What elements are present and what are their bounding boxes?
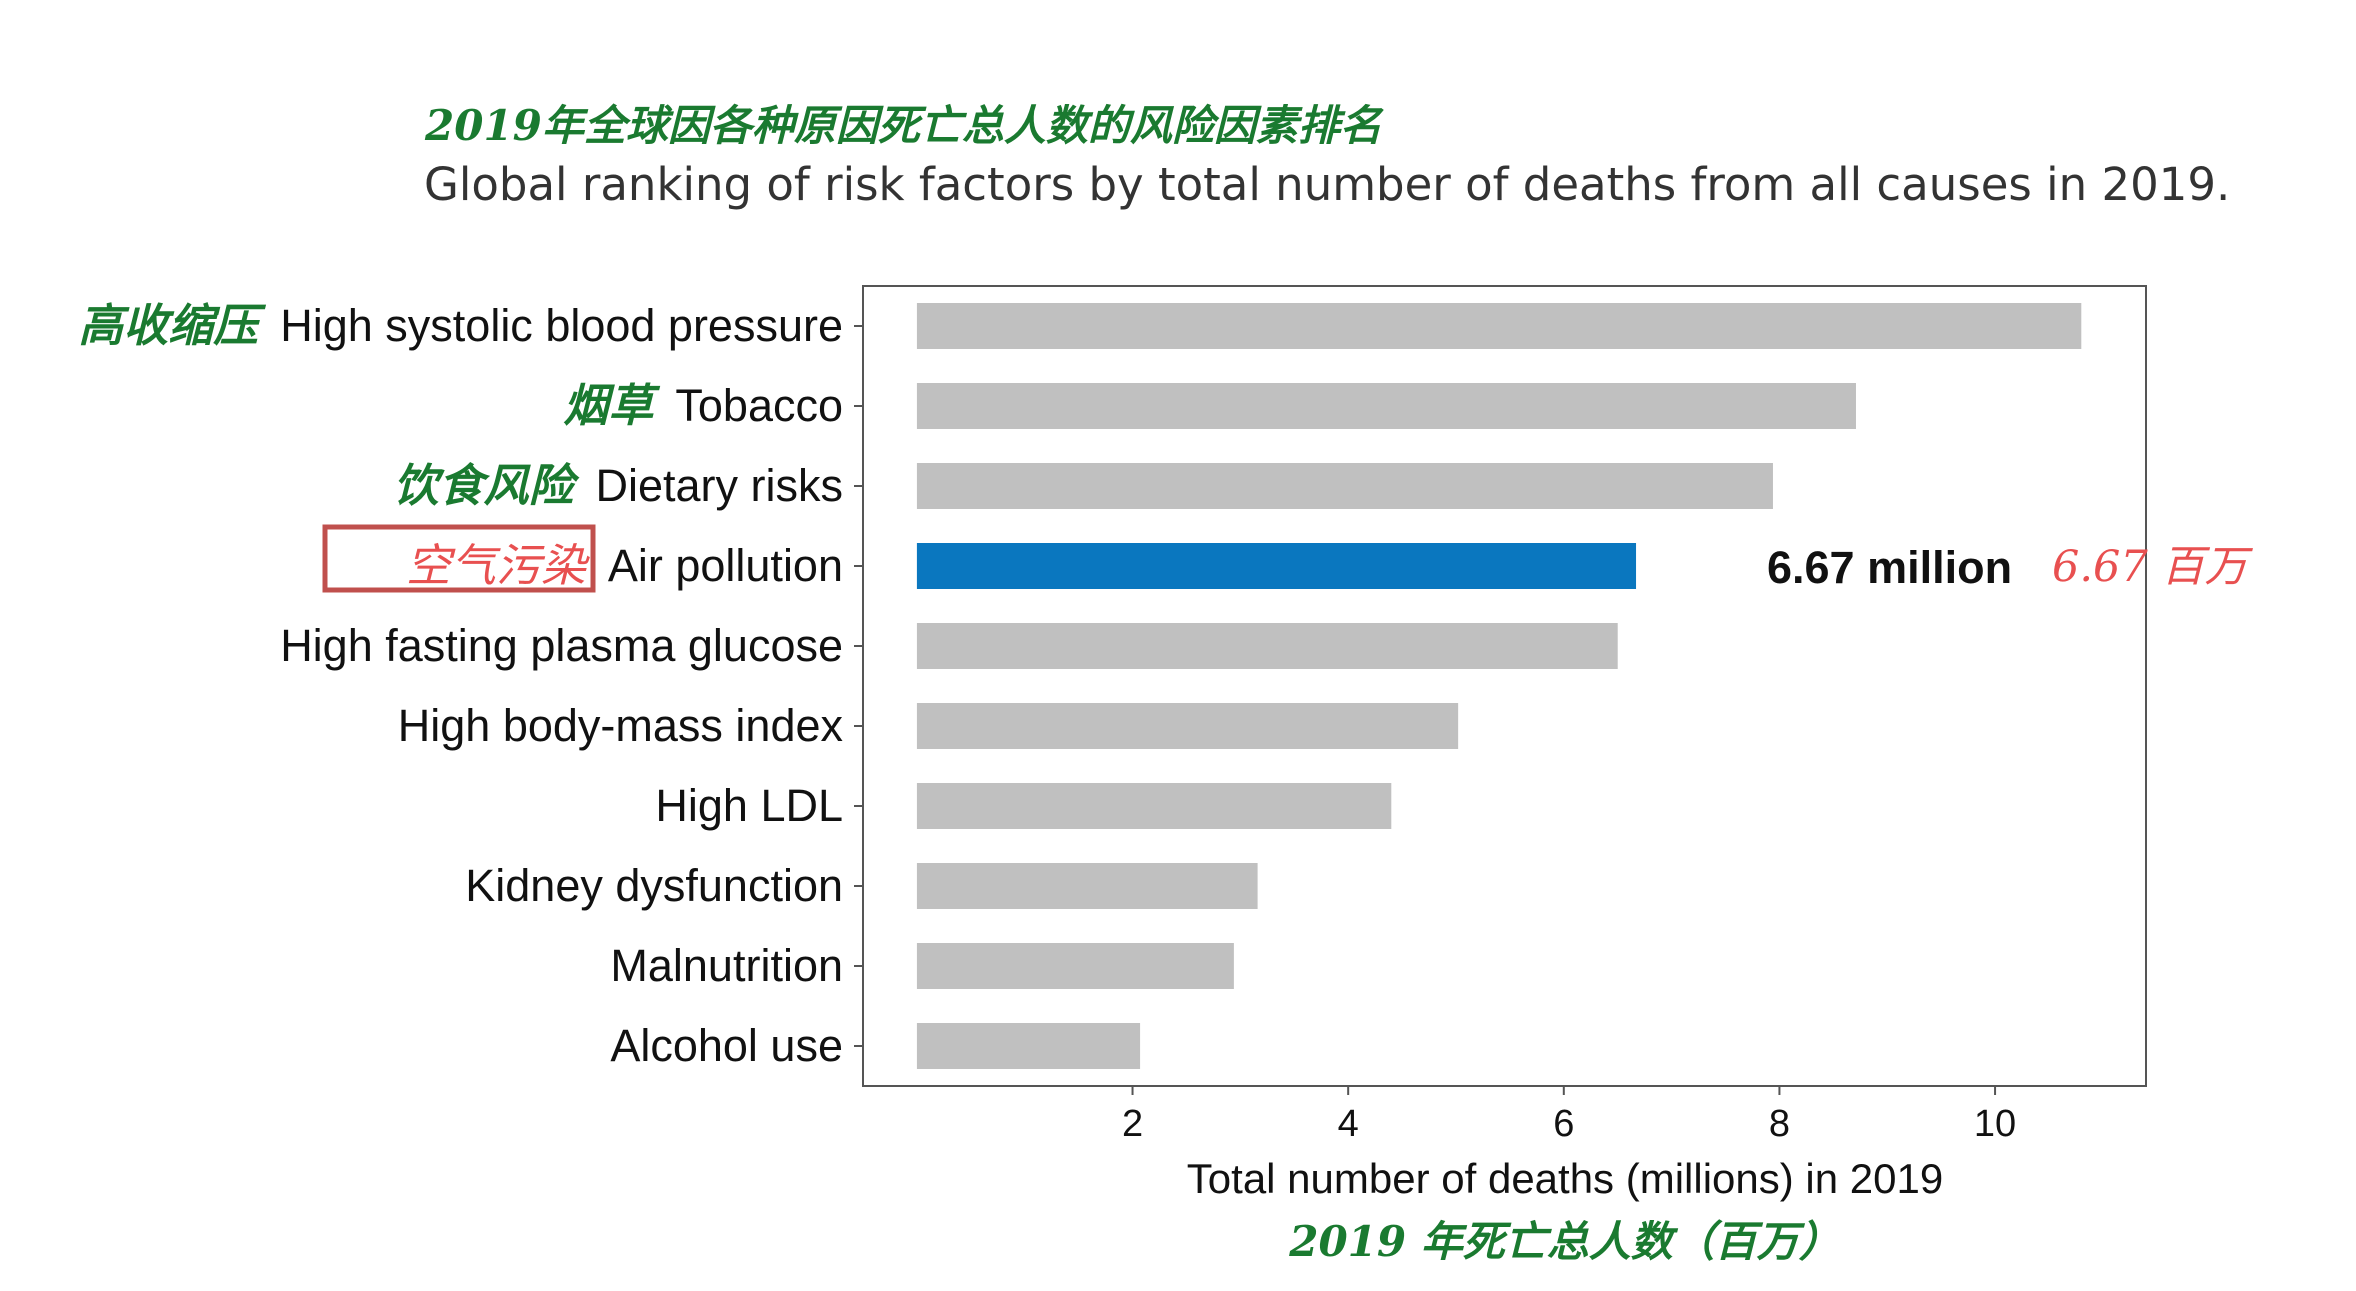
category-label-cn-3: 空气污染 (406, 539, 590, 592)
category-label-4: High fasting plasma glucose (280, 620, 843, 671)
category-label-7: Kidney dysfunction (465, 860, 843, 911)
bar-6 (916, 783, 1392, 829)
category-label-cn-2: 饮食风险 (393, 459, 580, 512)
x-tick-label-3: 8 (1769, 1103, 1790, 1145)
x-tick-label-1: 4 (1338, 1103, 1359, 1145)
x-axis-label-cn: 2019 年死亡总人数（百万） (1288, 1217, 1841, 1266)
category-label-6: High LDL (655, 780, 843, 831)
category-label-8: Malnutrition (610, 940, 843, 991)
bar-4 (916, 623, 1618, 669)
x-tick-label-4: 10 (1974, 1103, 2016, 1145)
bar-7 (916, 863, 1258, 909)
bar-8 (916, 943, 1234, 989)
category-label-0: High systolic blood pressure (280, 300, 843, 351)
category-label-1: Tobacco (675, 380, 843, 431)
bar-5 (916, 703, 1459, 749)
x-axis-label: Total number of deaths (millions) in 201… (1187, 1155, 1943, 1202)
category-label-3: Air pollution (608, 540, 843, 591)
category-label-cn-0: 高收缩压 (78, 299, 266, 352)
x-tick-label-2: 6 (1553, 1103, 1574, 1145)
chart-title-en: Global ranking of risk factors by total … (424, 158, 2231, 211)
bar-2 (916, 463, 1773, 509)
bar-0 (916, 303, 2082, 349)
x-tick-label-0: 2 (1122, 1103, 1143, 1145)
category-label-9: Alcohol use (610, 1020, 843, 1071)
category-label-5: High body-mass index (398, 700, 844, 751)
bar-3 (916, 543, 1637, 589)
highlight-value-label-cn: 6.67 百万 (2052, 542, 2253, 592)
bar-1 (916, 383, 1856, 429)
category-label-2: Dietary risks (595, 460, 843, 511)
plot-frame (862, 285, 2147, 1087)
highlight-box (322, 524, 596, 593)
highlight-value-label: 6.67 million (1767, 542, 2012, 593)
bar-9 (916, 1023, 1141, 1069)
chart-title-cn: 2019年全球因各种原因死亡总人数的风险因素排名 (425, 101, 1382, 150)
category-label-cn-1: 烟草 (563, 379, 660, 432)
